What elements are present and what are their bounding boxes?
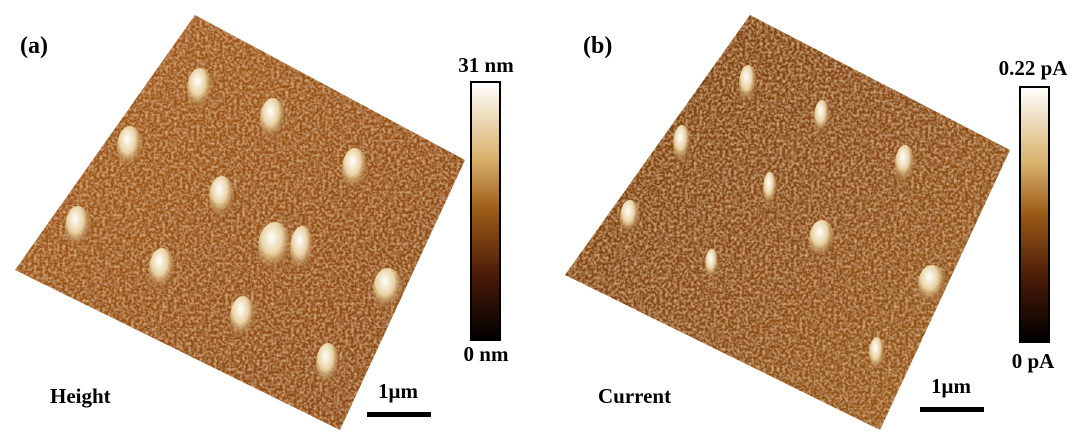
scale-bar-label: 1μm [931,374,971,398]
colorbar-min: 0 nm [464,342,509,366]
colorbar-min: 0 pA [1012,349,1055,373]
colorbar-max: 0.22 pA [999,56,1069,80]
figure: (a) 31 nm 0 nm Height 1μm (b) 0.22 pA 0 … [0,0,1075,432]
scale-bar [367,412,431,417]
colorbar [471,82,500,340]
caption: Height [50,384,111,408]
panel-b: (b) 0.22 pA 0 pA Current 1μm [565,15,1068,430]
colorbar-max: 31 nm [458,53,514,77]
scale-bar [920,407,984,412]
colorbar [1020,87,1049,342]
panel-a: (a) 31 nm 0 nm Height 1μm [15,15,514,430]
panel-label: (a) [20,33,48,59]
panel-label: (b) [583,33,612,59]
scale-bar-label: 1μm [378,379,418,403]
caption: Current [598,384,671,408]
